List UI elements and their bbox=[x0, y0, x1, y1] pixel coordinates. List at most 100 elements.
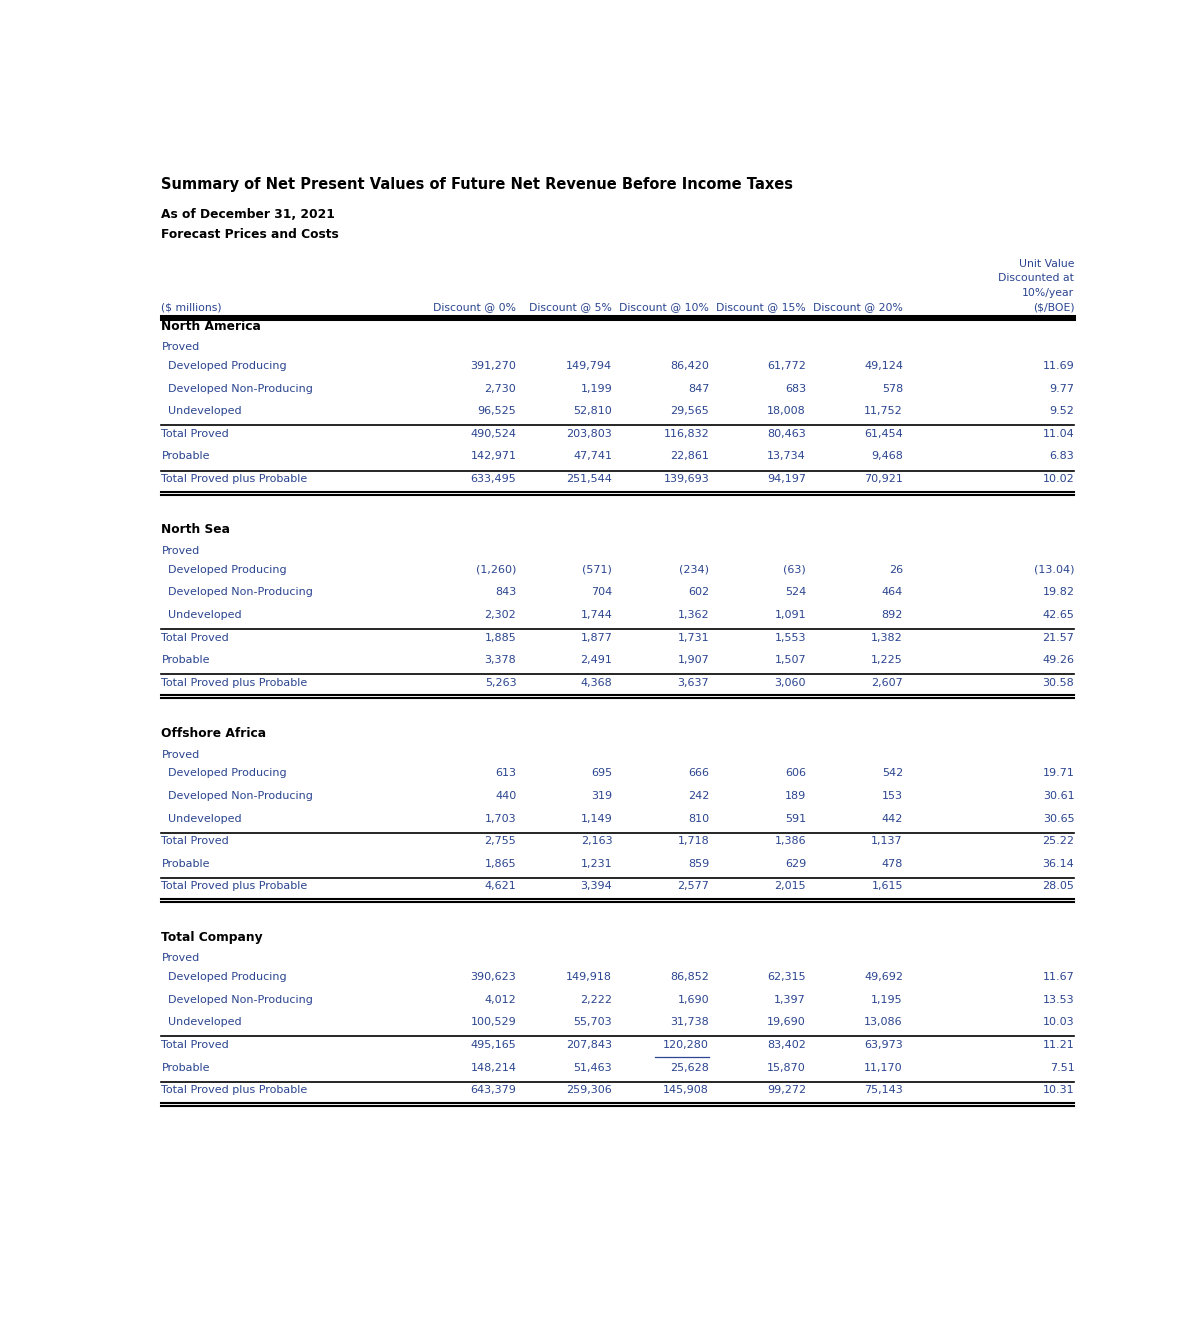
Text: 19.71: 19.71 bbox=[1042, 768, 1075, 779]
Text: Discount @ 15%: Discount @ 15% bbox=[716, 302, 807, 313]
Text: 49,692: 49,692 bbox=[864, 973, 903, 982]
Text: 391,270: 391,270 bbox=[470, 361, 517, 371]
Text: 1,744: 1,744 bbox=[581, 609, 612, 620]
Text: 578: 578 bbox=[882, 383, 903, 394]
Text: 29,565: 29,565 bbox=[671, 406, 709, 417]
Text: Total Company: Total Company bbox=[161, 931, 263, 943]
Text: 28.05: 28.05 bbox=[1042, 882, 1075, 891]
Text: 26: 26 bbox=[888, 565, 903, 574]
Text: 490,524: 490,524 bbox=[470, 429, 517, 438]
Text: 319: 319 bbox=[591, 791, 612, 800]
Text: Discount @ 5%: Discount @ 5% bbox=[529, 302, 612, 313]
Text: ($/BOE): ($/BOE) bbox=[1033, 302, 1075, 313]
Text: Developed Producing: Developed Producing bbox=[161, 565, 287, 574]
Text: 11.04: 11.04 bbox=[1042, 429, 1075, 438]
Text: 86,852: 86,852 bbox=[671, 973, 709, 982]
Text: Undeveloped: Undeveloped bbox=[161, 814, 242, 823]
Text: 18,008: 18,008 bbox=[767, 406, 807, 417]
Text: 524: 524 bbox=[785, 588, 807, 597]
Text: 11,752: 11,752 bbox=[864, 406, 903, 417]
Text: 2,163: 2,163 bbox=[581, 836, 612, 846]
Text: 1,137: 1,137 bbox=[871, 836, 903, 846]
Text: Summary of Net Present Values of Future Net Revenue Before Income Taxes: Summary of Net Present Values of Future … bbox=[161, 176, 793, 192]
Text: 1,885: 1,885 bbox=[484, 632, 517, 643]
Text: 2,491: 2,491 bbox=[581, 655, 612, 665]
Text: 11,170: 11,170 bbox=[864, 1062, 903, 1073]
Text: 6.83: 6.83 bbox=[1049, 452, 1075, 461]
Text: 83,402: 83,402 bbox=[767, 1039, 807, 1050]
Text: 3,060: 3,060 bbox=[774, 677, 807, 688]
Text: Developed Producing: Developed Producing bbox=[161, 973, 287, 982]
Text: 86,420: 86,420 bbox=[671, 361, 709, 371]
Text: 1,149: 1,149 bbox=[581, 814, 612, 823]
Text: Total Proved plus Probable: Total Proved plus Probable bbox=[161, 677, 308, 688]
Text: 55,703: 55,703 bbox=[573, 1017, 612, 1027]
Text: Discount @ 0%: Discount @ 0% bbox=[434, 302, 517, 313]
Text: 49,124: 49,124 bbox=[864, 361, 903, 371]
Text: 47,741: 47,741 bbox=[573, 452, 612, 461]
Text: 10%/year: 10%/year bbox=[1022, 287, 1075, 298]
Text: 4,621: 4,621 bbox=[484, 882, 517, 891]
Text: 15,870: 15,870 bbox=[767, 1062, 807, 1073]
Text: 695: 695 bbox=[591, 768, 612, 779]
Text: Developed Non-Producing: Developed Non-Producing bbox=[161, 588, 314, 597]
Text: 49.26: 49.26 bbox=[1042, 655, 1075, 665]
Text: 1,386: 1,386 bbox=[774, 836, 807, 846]
Text: 847: 847 bbox=[688, 383, 709, 394]
Text: 10.03: 10.03 bbox=[1042, 1017, 1075, 1027]
Text: 5,263: 5,263 bbox=[484, 677, 517, 688]
Text: Offshore Africa: Offshore Africa bbox=[161, 727, 267, 740]
Text: 843: 843 bbox=[495, 588, 517, 597]
Text: 42.65: 42.65 bbox=[1042, 609, 1075, 620]
Text: 19.82: 19.82 bbox=[1042, 588, 1075, 597]
Text: Probable: Probable bbox=[161, 1062, 210, 1073]
Text: 1,865: 1,865 bbox=[484, 859, 517, 868]
Text: 542: 542 bbox=[882, 768, 903, 779]
Text: 613: 613 bbox=[495, 768, 517, 779]
Text: 96,525: 96,525 bbox=[477, 406, 517, 417]
Text: 30.61: 30.61 bbox=[1042, 791, 1075, 800]
Text: 116,832: 116,832 bbox=[664, 429, 709, 438]
Text: 666: 666 bbox=[689, 768, 709, 779]
Text: 189: 189 bbox=[785, 791, 807, 800]
Text: Total Proved: Total Proved bbox=[161, 632, 230, 643]
Text: 139,693: 139,693 bbox=[664, 474, 709, 484]
Text: 2,302: 2,302 bbox=[484, 609, 517, 620]
Text: Developed Non-Producing: Developed Non-Producing bbox=[161, 791, 314, 800]
Text: 22,861: 22,861 bbox=[671, 452, 709, 461]
Text: Discount @ 10%: Discount @ 10% bbox=[619, 302, 709, 313]
Text: 1,718: 1,718 bbox=[678, 836, 709, 846]
Text: 99,272: 99,272 bbox=[767, 1085, 807, 1096]
Text: 478: 478 bbox=[881, 859, 903, 868]
Text: Total Proved: Total Proved bbox=[161, 429, 230, 438]
Text: 13,734: 13,734 bbox=[767, 452, 807, 461]
Text: 892: 892 bbox=[881, 609, 903, 620]
Text: 1,382: 1,382 bbox=[871, 632, 903, 643]
Text: Developed Producing: Developed Producing bbox=[161, 768, 287, 779]
Text: 3,637: 3,637 bbox=[678, 677, 709, 688]
Text: ($ millions): ($ millions) bbox=[161, 302, 222, 313]
Text: 21.57: 21.57 bbox=[1042, 632, 1075, 643]
Text: Probable: Probable bbox=[161, 859, 210, 868]
Text: 30.58: 30.58 bbox=[1042, 677, 1075, 688]
Text: 1,703: 1,703 bbox=[484, 814, 517, 823]
Text: 9.52: 9.52 bbox=[1049, 406, 1075, 417]
Text: 142,971: 142,971 bbox=[470, 452, 517, 461]
Text: 1,907: 1,907 bbox=[678, 655, 709, 665]
Text: 683: 683 bbox=[785, 383, 807, 394]
Text: Total Proved plus Probable: Total Proved plus Probable bbox=[161, 1085, 308, 1096]
Text: 390,623: 390,623 bbox=[471, 973, 517, 982]
Text: 149,794: 149,794 bbox=[566, 361, 612, 371]
Text: North America: North America bbox=[161, 319, 261, 333]
Text: 2,730: 2,730 bbox=[484, 383, 517, 394]
Text: Forecast Prices and Costs: Forecast Prices and Costs bbox=[161, 228, 339, 242]
Text: 440: 440 bbox=[495, 791, 517, 800]
Text: 61,454: 61,454 bbox=[864, 429, 903, 438]
Text: (13.04): (13.04) bbox=[1034, 565, 1075, 574]
Text: (63): (63) bbox=[784, 565, 807, 574]
Text: Total Proved plus Probable: Total Proved plus Probable bbox=[161, 474, 308, 484]
Text: 7.51: 7.51 bbox=[1049, 1062, 1075, 1073]
Text: (571): (571) bbox=[583, 565, 612, 574]
Text: 2,015: 2,015 bbox=[774, 882, 807, 891]
Text: 643,379: 643,379 bbox=[470, 1085, 517, 1096]
